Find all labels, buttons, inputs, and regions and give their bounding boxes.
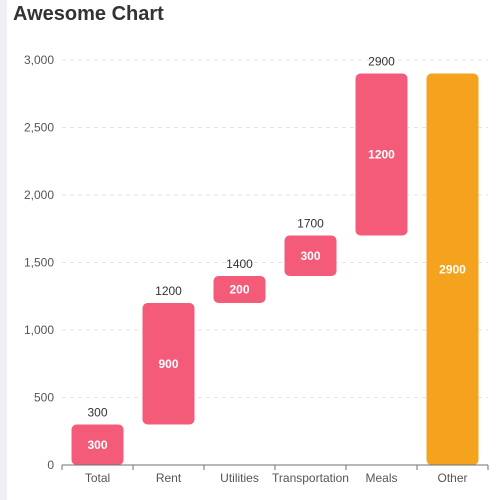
bar-meals[interactable] [355, 73, 408, 236]
bar-cumulative-label: 1200 [155, 284, 182, 298]
bars-group [71, 73, 479, 466]
x-tick-label: Other [437, 471, 467, 485]
bar-value-label: 1200 [368, 148, 395, 162]
bar-utilities[interactable] [213, 276, 266, 303]
y-tick-label: 2,500 [24, 121, 54, 135]
y-tick-label: 1,500 [24, 256, 54, 270]
chart-title: Awesome Chart [13, 3, 164, 25]
x-tick-label: Meals [365, 471, 397, 485]
bar-value-label: 300 [87, 438, 107, 452]
y-tick-label: 3,000 [24, 53, 54, 67]
bar-rent[interactable] [142, 303, 195, 425]
bar-value-label: 300 [300, 249, 320, 263]
bar-total[interactable] [71, 424, 124, 466]
bar-value-label: 200 [229, 283, 249, 297]
y-tick-label: 500 [34, 391, 54, 405]
y-axis-ticks: 0 500 1,000 1,500 2,000 2,500 3,000 [24, 53, 54, 472]
data-labels: 300 300 900 1200 200 1400 300 1700 1200 2900 2900 [87, 55, 466, 452]
bar-cumulative-label: 1400 [226, 257, 253, 271]
x-tick-label: Total [85, 471, 110, 485]
bar-transportation[interactable] [284, 235, 337, 277]
y-tick-label: 0 [47, 458, 54, 472]
bar-value-label: 900 [158, 357, 178, 371]
bar-cumulative-label: 300 [87, 406, 107, 420]
y-tick-label: 1,000 [24, 323, 54, 337]
grid-lines [62, 59, 488, 398]
x-tick-label: Transportation [272, 471, 349, 485]
x-tick-label: Rent [156, 471, 182, 485]
bar-cumulative-label: 2900 [368, 55, 395, 69]
x-axis: Total Rent Utilities Transportation Meals Oth… [61, 464, 489, 485]
bar-other[interactable] [426, 73, 479, 466]
bar-value-label: 2900 [439, 262, 466, 276]
x-tick-label: Utilities [220, 471, 259, 485]
y-tick-label: 2,000 [24, 188, 54, 202]
left-edge-strip [0, 0, 7, 500]
bar-cumulative-label: 1700 [297, 217, 324, 231]
